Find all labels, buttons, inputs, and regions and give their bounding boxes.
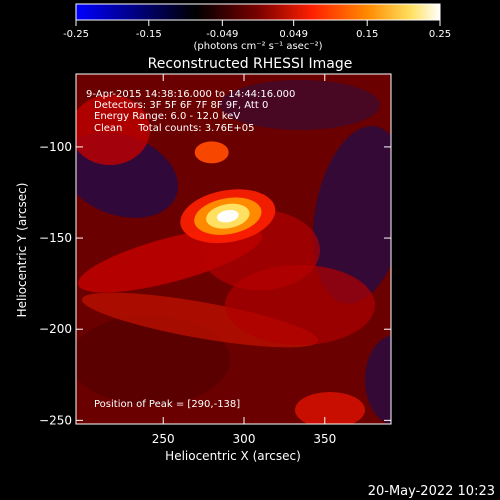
emission-region	[76, 315, 230, 405]
x-axis-ticks: 250 300 350	[152, 74, 336, 446]
y-tick-label: −200	[39, 322, 72, 336]
annotation-time: 9-Apr-2015 14:38:16.000 to 14:44:16.000	[86, 89, 295, 100]
chart-title: Reconstructed RHESSI Image	[148, 56, 353, 72]
timestamp: 20-May-2022 10:23	[368, 484, 495, 499]
colorbar-tick-label: 0.049	[279, 29, 308, 40]
peak-core	[216, 209, 239, 223]
colorbar-ticks: -0.25 -0.15 -0.049 0.049 0.15 0.25	[63, 20, 451, 40]
y-axis-ticks: −100 −150 −200 −250	[39, 140, 391, 427]
negative-region	[313, 126, 391, 304]
annotation-detectors: Detectors: 3F 5F 6F 7F 8F 9F, Att 0	[94, 100, 268, 111]
colorbar	[75, 3, 441, 21]
emission-region	[76, 95, 150, 165]
y-axis-label: Heliocentric Y (arcsec)	[15, 183, 29, 318]
y-tick-label: −250	[39, 413, 72, 427]
x-tick-label: 350	[313, 432, 336, 446]
secondary-source	[194, 141, 229, 164]
colorbar-tick-label: -0.25	[63, 29, 89, 40]
colorbar-units: (photons cm⁻² s⁻¹ asec⁻²)	[193, 41, 322, 52]
colorbar-tick-label: -0.15	[136, 29, 162, 40]
emission-region	[295, 392, 365, 424]
annotation-peak-position: Position of Peak = [290,-138]	[94, 399, 240, 410]
colorbar-tick-label: 0.25	[429, 29, 451, 40]
negative-region	[220, 80, 380, 130]
annotation-counts: Clean Total counts: 3.76E+05	[94, 123, 254, 134]
x-tick-label: 250	[152, 432, 175, 446]
heatmap-image	[76, 74, 391, 424]
x-tick-label: 300	[233, 432, 256, 446]
colorbar-tick-label: 0.15	[356, 29, 378, 40]
negative-region	[365, 335, 391, 424]
plot-frame	[75, 73, 392, 425]
x-axis-label: Heliocentric X (arcsec)	[165, 449, 301, 463]
annotation-energy: Energy Range: 6.0 - 12.0 keV	[94, 111, 240, 122]
colorbar-tick-label: -0.049	[206, 29, 238, 40]
y-tick-label: −150	[39, 231, 72, 245]
y-tick-label: −100	[39, 140, 72, 154]
